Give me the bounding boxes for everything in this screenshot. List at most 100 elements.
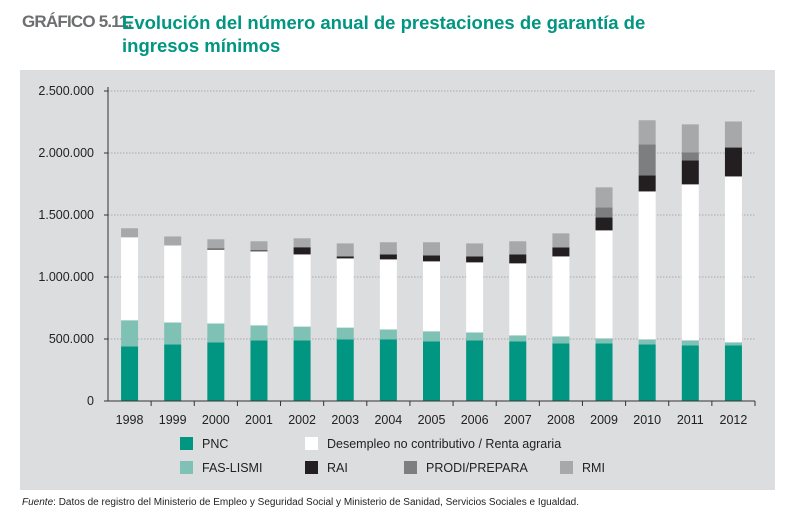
bar-segment-pnc bbox=[379, 339, 397, 401]
bar-segment-rmi bbox=[164, 236, 182, 246]
bar-segment-fas-lismi bbox=[466, 332, 484, 341]
bar-segment-pnc bbox=[681, 345, 699, 401]
bar-segment-rmi bbox=[724, 121, 742, 148]
bar-segment-fas-lismi bbox=[293, 326, 311, 341]
bar-segment-rmi bbox=[423, 242, 440, 256]
x-tick-label: 1998 bbox=[116, 413, 144, 427]
bar-segment-fas-lismi bbox=[552, 336, 570, 344]
chart-title: Evolución del número anual de prestacion… bbox=[122, 12, 646, 56]
x-tick-label: 2004 bbox=[374, 413, 402, 427]
bar-segment-desempleo-no-contributivo-renta-agraria bbox=[724, 176, 742, 343]
bar-segment-rmi bbox=[336, 243, 354, 257]
legend-label: FAS-LISMI bbox=[202, 461, 262, 475]
bar-segment-desempleo-no-contributivo-renta-agraria bbox=[207, 249, 225, 324]
legend-label: RMI bbox=[582, 461, 605, 475]
y-tick-label: 0 bbox=[87, 394, 94, 408]
bar-segment-rmi bbox=[509, 241, 527, 255]
bar-segment-desempleo-no-contributivo-renta-agraria bbox=[336, 258, 354, 328]
bar-segment-pnc bbox=[207, 342, 225, 401]
bar-segment-pnc bbox=[638, 344, 656, 401]
legend-swatch bbox=[180, 461, 193, 474]
bar-segment-fas-lismi bbox=[509, 335, 527, 342]
bar-segment-rai bbox=[595, 217, 613, 231]
x-tick-label: 2006 bbox=[461, 413, 489, 427]
bar-segment-fas-lismi bbox=[121, 320, 139, 347]
legend-swatch bbox=[305, 437, 318, 450]
bar-segment-pnc bbox=[724, 345, 742, 401]
legend-label: PNC bbox=[202, 437, 228, 451]
bar-segment-pnc bbox=[423, 341, 440, 401]
bar-segment-pnc bbox=[293, 340, 311, 401]
bar-segment-rai bbox=[250, 250, 268, 252]
bar-segment-pnc bbox=[595, 343, 613, 401]
bar-segment-desempleo-no-contributivo-renta-agraria bbox=[595, 230, 613, 339]
legend-swatch bbox=[180, 437, 193, 450]
x-tick-label: 2011 bbox=[677, 413, 704, 427]
bar-segment-rai bbox=[509, 254, 527, 264]
bar-segment-prodi-prepara bbox=[595, 207, 613, 218]
x-tick-label: 1999 bbox=[159, 413, 187, 427]
bar-segment-rmi bbox=[379, 242, 397, 255]
figure-label: GRÁFICO 5.11. bbox=[22, 12, 132, 31]
bar-segment-pnc bbox=[336, 339, 354, 401]
source-note: Fuente: Datos de registro del Ministerio… bbox=[22, 497, 579, 508]
bar-segment-rmi bbox=[207, 239, 225, 249]
bar-segment-fas-lismi bbox=[595, 338, 613, 344]
bar-segment-rai bbox=[336, 256, 354, 259]
bar-segment-desempleo-no-contributivo-renta-agraria bbox=[250, 251, 268, 326]
y-tick-label: 1.000.000 bbox=[38, 270, 94, 284]
bar-segment-fas-lismi bbox=[164, 322, 182, 345]
bar-segment-rai bbox=[638, 175, 656, 192]
bar-segment-rmi bbox=[681, 124, 699, 153]
bar-segment-pnc bbox=[466, 340, 484, 401]
bar-segment-rmi bbox=[638, 120, 656, 145]
y-tick-label: 2.500.000 bbox=[38, 84, 94, 98]
bar-segment-pnc bbox=[250, 340, 268, 401]
source-label: Fuente bbox=[22, 497, 54, 508]
bar-segment-desempleo-no-contributivo-renta-agraria bbox=[681, 184, 699, 341]
x-tick-label: 2010 bbox=[633, 413, 661, 427]
bar-segment-pnc bbox=[509, 341, 527, 401]
y-tick-label: 2.000.000 bbox=[38, 146, 94, 160]
x-tick-label: 2008 bbox=[547, 413, 575, 427]
bar-segment-fas-lismi bbox=[207, 323, 225, 343]
x-tick-label: 2002 bbox=[288, 413, 316, 427]
bar-segment-desempleo-no-contributivo-renta-agraria bbox=[293, 254, 311, 327]
bar-segment-fas-lismi bbox=[724, 342, 742, 346]
y-tick-label: 1.500.000 bbox=[38, 208, 94, 222]
legend-label: Desempleo no contributivo / Renta agrari… bbox=[327, 437, 561, 451]
bar-segment-rai bbox=[466, 256, 484, 263]
bar-segment-desempleo-no-contributivo-renta-agraria bbox=[638, 191, 656, 340]
bar-segment-prodi-prepara bbox=[638, 144, 656, 176]
bar-segment-desempleo-no-contributivo-renta-agraria bbox=[509, 263, 527, 336]
source-text: : Datos de registro del Ministerio de Em… bbox=[53, 497, 579, 508]
bar-segment-rmi bbox=[293, 238, 311, 248]
bar-segment-desempleo-no-contributivo-renta-agraria bbox=[164, 245, 182, 323]
bar-segment-pnc bbox=[121, 346, 139, 401]
x-tick-label: 2003 bbox=[331, 413, 359, 427]
bar-segment-fas-lismi bbox=[250, 325, 268, 341]
x-tick-label: 2012 bbox=[720, 413, 748, 427]
legend-swatch bbox=[560, 461, 573, 474]
bar-segment-desempleo-no-contributivo-renta-agraria bbox=[379, 259, 397, 330]
bar-segment-rmi bbox=[595, 187, 613, 208]
bar-segment-rai bbox=[293, 247, 311, 255]
bar-segment-rai bbox=[379, 254, 397, 260]
bar-segment-rai bbox=[552, 247, 570, 257]
legend-label: RAI bbox=[327, 461, 348, 475]
bar-segment-rai bbox=[724, 147, 742, 177]
bar-segment-rai bbox=[207, 248, 225, 250]
x-tick-label: 2001 bbox=[245, 413, 273, 427]
x-tick-label: 2007 bbox=[504, 413, 532, 427]
bar-segment-desempleo-no-contributivo-renta-agraria bbox=[423, 261, 440, 332]
bar-segment-fas-lismi bbox=[336, 327, 354, 340]
bar-segment-rmi bbox=[552, 233, 570, 248]
bar-segment-desempleo-no-contributivo-renta-agraria bbox=[121, 237, 139, 321]
x-tick-label: 2009 bbox=[590, 413, 618, 427]
legend-swatch bbox=[305, 461, 318, 474]
y-tick-label: 500.000 bbox=[49, 332, 94, 346]
bar-segment-rmi bbox=[466, 243, 484, 257]
bar-segment-rmi bbox=[121, 228, 139, 238]
bar-segment-rai bbox=[423, 255, 440, 262]
